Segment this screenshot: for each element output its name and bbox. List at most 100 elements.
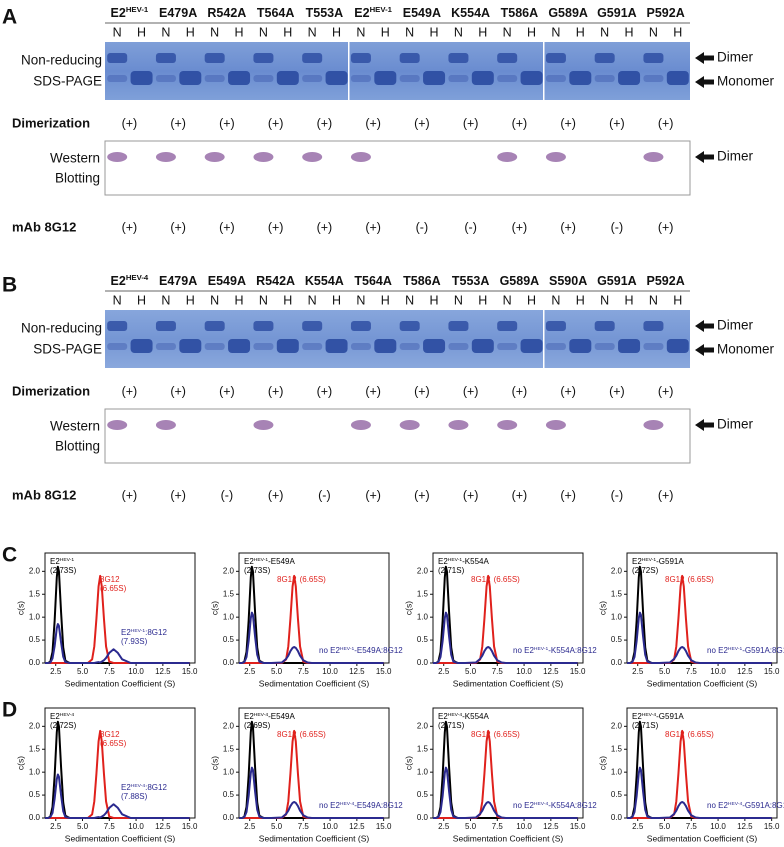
gel-band (399, 343, 420, 350)
gel-band (253, 75, 274, 82)
y-axis-label: c(s) (209, 601, 219, 615)
annotation-pre: 8G12 (665, 575, 685, 584)
construct-label: T586A (501, 6, 539, 20)
y-axis-label: c(s) (15, 601, 25, 615)
x-tick-label: 5.0 (659, 822, 671, 831)
construct-label-pre: T553A (452, 274, 490, 288)
x-tick-label: 10.0 (710, 667, 726, 676)
lane-label: H (332, 25, 341, 39)
lane-label: N (600, 293, 609, 307)
construct-label: R542A (207, 6, 246, 20)
x-tick-label: 15.0 (764, 822, 780, 831)
y-tick-label: 2.0 (611, 566, 623, 575)
gel-band (350, 343, 371, 350)
gel-band (302, 343, 323, 350)
mab-result: (+) (463, 488, 479, 502)
x-axis-label: Sedimentation Coefficient (S) (453, 833, 564, 843)
construct-label: G591A (597, 6, 637, 20)
lane-label: H (137, 25, 146, 39)
annotation: 8G12 (471, 730, 491, 739)
western-band (350, 420, 371, 430)
annotation: no E2HEV-4-E549A:8G12 (319, 801, 403, 810)
western-band (643, 152, 664, 162)
annotation-sup: HEV-1 (340, 646, 355, 652)
annotation-sup: HEV-4 (728, 801, 743, 807)
x-axis-label: Sedimentation Coefficient (S) (65, 678, 176, 688)
gel-band (448, 53, 469, 63)
gel-band (594, 343, 615, 350)
plot-frame (432, 707, 584, 819)
western-band (497, 420, 518, 430)
annotation-pre: no E2 (513, 646, 534, 655)
construct-label-sup: HEV-1 (370, 5, 393, 14)
gel-band (448, 75, 469, 82)
western-band (253, 420, 274, 430)
dimerization-result: (+) (122, 116, 138, 130)
annotation: (2.71S) (438, 721, 465, 730)
y-tick-label: 0.5 (417, 635, 429, 644)
lane-label: H (430, 25, 439, 39)
plot-frame (626, 552, 778, 664)
y-tick-label: 1.5 (29, 589, 41, 598)
gel-band (155, 343, 176, 350)
y-tick-label: 2.0 (417, 721, 429, 730)
annotation-post: -K554A (462, 712, 489, 721)
construct-label-pre: E2 (111, 6, 126, 20)
y-tick-label: 1.0 (29, 612, 41, 621)
annotation-pre: E2 (438, 557, 448, 566)
gel-band (228, 71, 251, 85)
construct-label-pre: R542A (256, 274, 295, 288)
annotation: (6.65S) (300, 575, 327, 584)
construct-label: G591A (597, 274, 637, 288)
construct-label: T564A (354, 274, 392, 288)
western-band (107, 152, 128, 162)
annotation-sup: HEV-1 (534, 646, 549, 652)
annotation-post: -K554A:8G12 (548, 646, 597, 655)
mab-label: mAb 8G12 (12, 487, 76, 502)
chart: 0.0 0.5 1.0 1.5 2.0 2.5 5.0 7.5 10.0 12.5 15.0 Sedi… (403, 707, 597, 843)
construct-label-pre: E549A (403, 6, 441, 20)
mab-result: (+) (658, 488, 674, 502)
gel-band (399, 75, 420, 82)
mab-result: (+) (122, 488, 138, 502)
gel-band (594, 53, 615, 63)
mab-result: (-) (221, 488, 234, 502)
x-tick-label: 2.5 (50, 667, 62, 676)
construct-label-pre: E479A (159, 274, 197, 288)
western-label: Western (50, 151, 100, 166)
mab-result: (+) (512, 220, 528, 234)
x-tick-label: 12.5 (349, 822, 365, 831)
arrow (695, 52, 714, 64)
dimerization-result: (+) (512, 384, 528, 398)
lane-label: N (113, 293, 122, 307)
lane-label: H (527, 25, 536, 39)
mab-result: (+) (317, 220, 333, 234)
lane-label: H (381, 293, 390, 307)
arrow (695, 76, 714, 88)
panel-letter: D (2, 699, 17, 722)
x-tick-label: 15.0 (376, 667, 392, 676)
y-tick-label: 2.0 (611, 721, 623, 730)
annotation-sup: HEV-1 (131, 628, 146, 634)
annotation-pre: (7.93S) (121, 637, 148, 646)
annotation: no E2HEV-4-G591A:8G12 (707, 801, 784, 810)
mab-result: (-) (416, 220, 429, 234)
gel-label: Non-reducing (21, 321, 102, 336)
dimerization-result: (+) (122, 384, 138, 398)
gel-band (276, 339, 299, 353)
series-line (433, 611, 578, 664)
x-tick-label: 5.0 (271, 822, 283, 831)
lane-label: H (332, 293, 341, 307)
lane-label: H (625, 25, 634, 39)
y-axis-label: c(s) (15, 756, 25, 770)
y-tick-label: 2.0 (223, 566, 235, 575)
mab-result: (+) (560, 220, 576, 234)
lane-label: H (576, 25, 585, 39)
lane-label: H (137, 293, 146, 307)
lane-label: N (551, 25, 560, 39)
lane-label: H (283, 293, 292, 307)
construct-label-pre: K554A (451, 6, 490, 20)
gel-band (302, 321, 323, 331)
annotation-pre: E2 (438, 712, 448, 721)
